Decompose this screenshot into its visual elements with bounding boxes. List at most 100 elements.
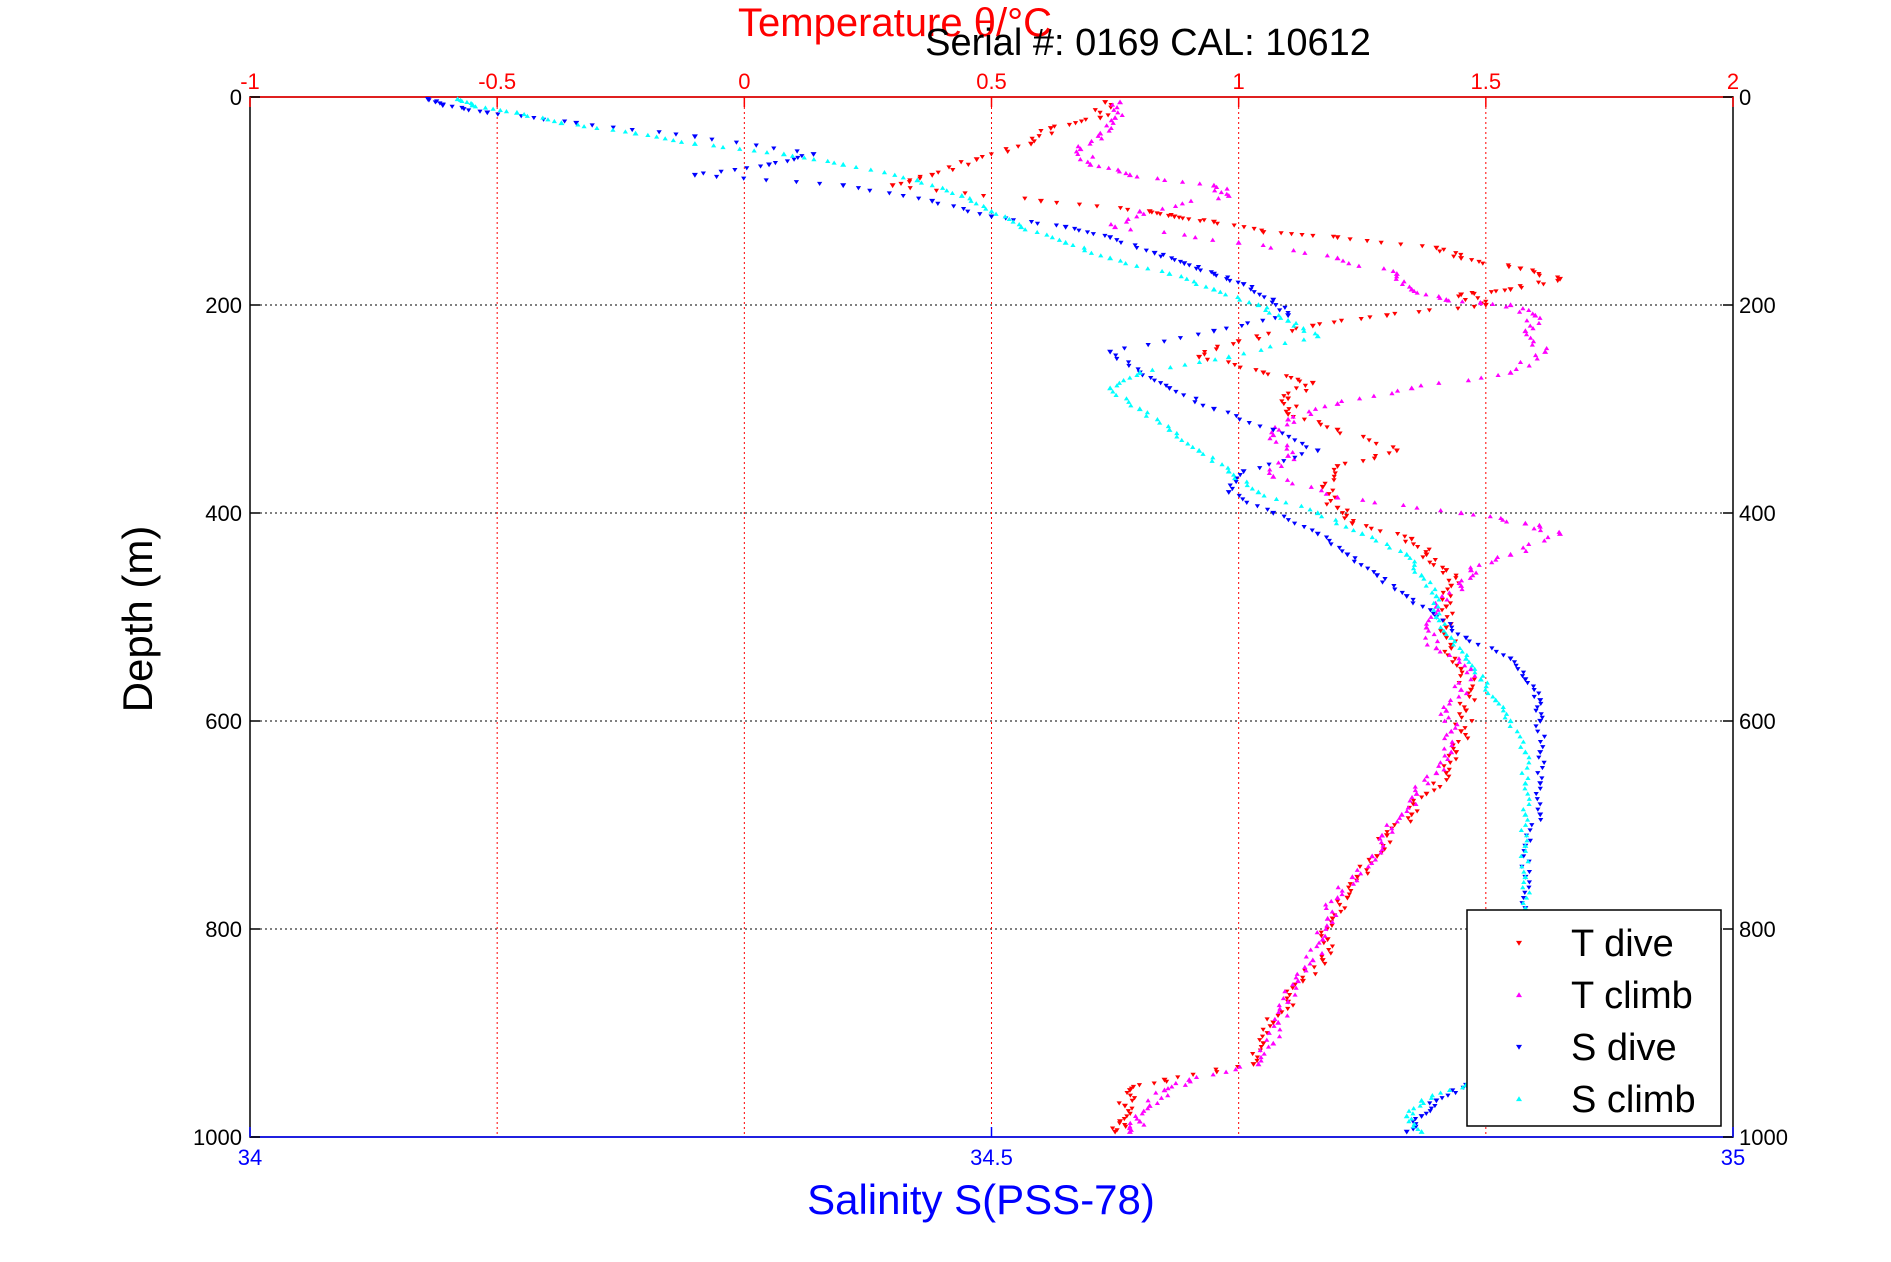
data-point — [1410, 542, 1417, 547]
data-point — [1249, 284, 1255, 290]
data-point — [610, 127, 616, 132]
data-point — [1441, 746, 1447, 751]
data-point — [1420, 1100, 1427, 1106]
data-point — [1527, 323, 1533, 328]
data-point — [1456, 694, 1462, 699]
data-point — [1273, 496, 1280, 501]
data-point — [935, 201, 941, 206]
data-point — [1371, 570, 1377, 575]
x-top-tick-label: 2 — [1727, 69, 1739, 94]
data-point — [1002, 214, 1008, 219]
data-point — [1426, 618, 1432, 623]
data-point — [1517, 266, 1524, 272]
data-point — [1229, 486, 1235, 492]
data-point — [1215, 196, 1222, 201]
data-point — [1458, 510, 1465, 516]
data-point — [1483, 299, 1489, 304]
data-point — [482, 105, 489, 110]
data-point — [1276, 427, 1282, 432]
data-point — [1120, 378, 1127, 383]
data-point — [629, 127, 635, 133]
data-point — [1285, 1006, 1291, 1012]
data-point — [1279, 431, 1285, 436]
data-point — [1406, 1119, 1412, 1124]
data-point — [1404, 808, 1410, 813]
data-point — [1214, 1070, 1220, 1075]
data-point — [1278, 231, 1284, 236]
data-point — [1358, 871, 1364, 876]
data-point — [1542, 349, 1549, 354]
data-point — [1038, 128, 1044, 134]
legend-label: S climb — [1571, 1079, 1696, 1121]
data-point — [1202, 349, 1208, 355]
data-point — [1285, 313, 1292, 319]
data-point — [1360, 497, 1366, 502]
data-point — [1544, 345, 1550, 351]
data-point — [1016, 222, 1022, 227]
data-point — [1556, 531, 1563, 536]
data-point — [1257, 424, 1263, 429]
data-point — [1102, 233, 1108, 239]
data-point — [1319, 950, 1325, 956]
data-point — [1526, 801, 1532, 807]
data-point — [1524, 838, 1530, 843]
data-point — [780, 151, 787, 157]
data-point — [1525, 775, 1531, 781]
data-point — [1448, 642, 1454, 648]
data-point — [1346, 892, 1352, 897]
data-point — [853, 164, 859, 170]
data-point — [1145, 266, 1151, 271]
data-point — [1312, 331, 1318, 336]
data-point — [1180, 216, 1186, 221]
data-point — [801, 155, 807, 160]
data-point — [1545, 534, 1551, 540]
data-point — [1453, 576, 1459, 581]
data-point — [1455, 632, 1461, 637]
x-bottom-axis-label: Salinity S(PSS-78) — [807, 1176, 1155, 1223]
x-top-tick-label: 1 — [1233, 69, 1245, 94]
data-point — [1266, 470, 1272, 475]
data-point — [1338, 909, 1344, 915]
data-point — [1400, 502, 1407, 508]
data-point — [1450, 1088, 1456, 1093]
data-point — [1410, 1124, 1416, 1129]
data-point — [1085, 159, 1091, 164]
data-point — [1399, 590, 1405, 596]
data-point — [718, 169, 724, 174]
data-point — [840, 183, 847, 189]
data-point — [1161, 1087, 1168, 1093]
data-point — [1107, 255, 1114, 261]
data-point — [1462, 726, 1468, 731]
y-tick-label-left: 200 — [205, 293, 242, 318]
data-point — [1254, 504, 1261, 509]
data-point — [1113, 353, 1119, 358]
data-point — [1328, 499, 1334, 504]
data-point — [1392, 311, 1398, 317]
data-point — [1447, 760, 1453, 765]
data-point — [1391, 583, 1397, 589]
data-point — [889, 183, 896, 189]
data-point — [1527, 828, 1533, 833]
data-point — [1366, 857, 1372, 863]
data-point — [1107, 349, 1114, 355]
data-point — [1384, 830, 1390, 835]
data-point — [1530, 339, 1537, 344]
data-point — [1433, 245, 1440, 251]
data-point — [1444, 597, 1450, 602]
data-point — [1257, 466, 1263, 471]
data-point — [439, 103, 446, 109]
data-point — [1286, 407, 1292, 412]
data-point — [1448, 594, 1454, 599]
data-point — [1478, 375, 1484, 380]
data-point — [794, 149, 800, 154]
data-point — [1524, 817, 1531, 822]
data-point — [1113, 392, 1119, 397]
data-point — [1288, 232, 1295, 237]
data-point — [1458, 256, 1465, 261]
data-point — [1116, 1121, 1123, 1126]
data-point — [1276, 313, 1282, 318]
data-point — [1412, 784, 1418, 789]
data-point — [1139, 1111, 1145, 1116]
data-point — [1136, 369, 1143, 375]
data-point — [1363, 524, 1369, 529]
